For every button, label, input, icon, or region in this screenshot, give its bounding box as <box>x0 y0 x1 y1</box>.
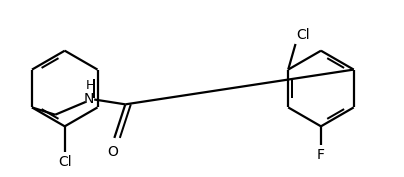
Text: Cl: Cl <box>297 28 310 42</box>
Text: O: O <box>108 145 118 159</box>
Text: N: N <box>84 92 94 107</box>
Text: Cl: Cl <box>58 155 72 169</box>
Text: H: H <box>85 79 95 92</box>
Text: F: F <box>317 148 325 162</box>
